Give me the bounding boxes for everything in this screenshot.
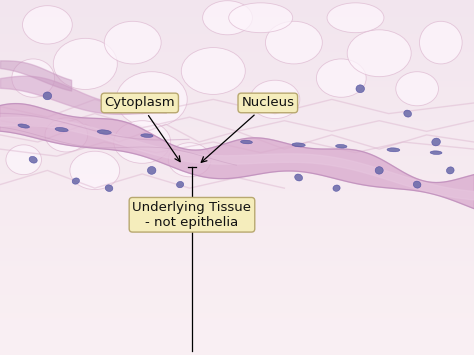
Text: Cytoplasm: Cytoplasm <box>105 97 180 162</box>
Ellipse shape <box>250 80 300 119</box>
Ellipse shape <box>387 148 400 152</box>
Ellipse shape <box>181 48 246 94</box>
Ellipse shape <box>336 144 347 148</box>
Ellipse shape <box>97 130 111 134</box>
Ellipse shape <box>53 38 117 89</box>
Ellipse shape <box>6 145 42 175</box>
Ellipse shape <box>396 72 438 106</box>
Ellipse shape <box>70 151 119 190</box>
Ellipse shape <box>104 21 161 64</box>
Ellipse shape <box>413 181 421 188</box>
Ellipse shape <box>347 30 411 77</box>
Ellipse shape <box>327 3 384 33</box>
Ellipse shape <box>447 167 454 174</box>
Ellipse shape <box>292 143 305 147</box>
Ellipse shape <box>29 156 37 163</box>
Ellipse shape <box>18 124 29 128</box>
Ellipse shape <box>23 6 72 44</box>
Ellipse shape <box>316 59 366 97</box>
Ellipse shape <box>105 185 113 191</box>
Ellipse shape <box>45 118 88 152</box>
Ellipse shape <box>147 166 156 174</box>
Ellipse shape <box>265 21 322 64</box>
Ellipse shape <box>430 151 442 154</box>
Text: Underlying Tissue
- not epithelia: Underlying Tissue - not epithelia <box>132 201 252 229</box>
Text: Nucleus: Nucleus <box>201 97 294 162</box>
Ellipse shape <box>168 143 211 177</box>
Ellipse shape <box>176 181 184 188</box>
Ellipse shape <box>432 138 440 146</box>
Ellipse shape <box>141 134 153 137</box>
Ellipse shape <box>55 127 68 132</box>
Ellipse shape <box>404 110 411 117</box>
Ellipse shape <box>202 1 252 35</box>
Ellipse shape <box>333 185 340 191</box>
Ellipse shape <box>241 140 252 144</box>
Ellipse shape <box>72 178 80 184</box>
Ellipse shape <box>116 72 187 127</box>
Ellipse shape <box>229 3 293 33</box>
Ellipse shape <box>375 167 383 174</box>
Ellipse shape <box>295 174 302 181</box>
Ellipse shape <box>419 21 462 64</box>
Ellipse shape <box>43 92 52 100</box>
Ellipse shape <box>12 59 55 97</box>
Ellipse shape <box>114 121 171 163</box>
Ellipse shape <box>356 85 365 93</box>
